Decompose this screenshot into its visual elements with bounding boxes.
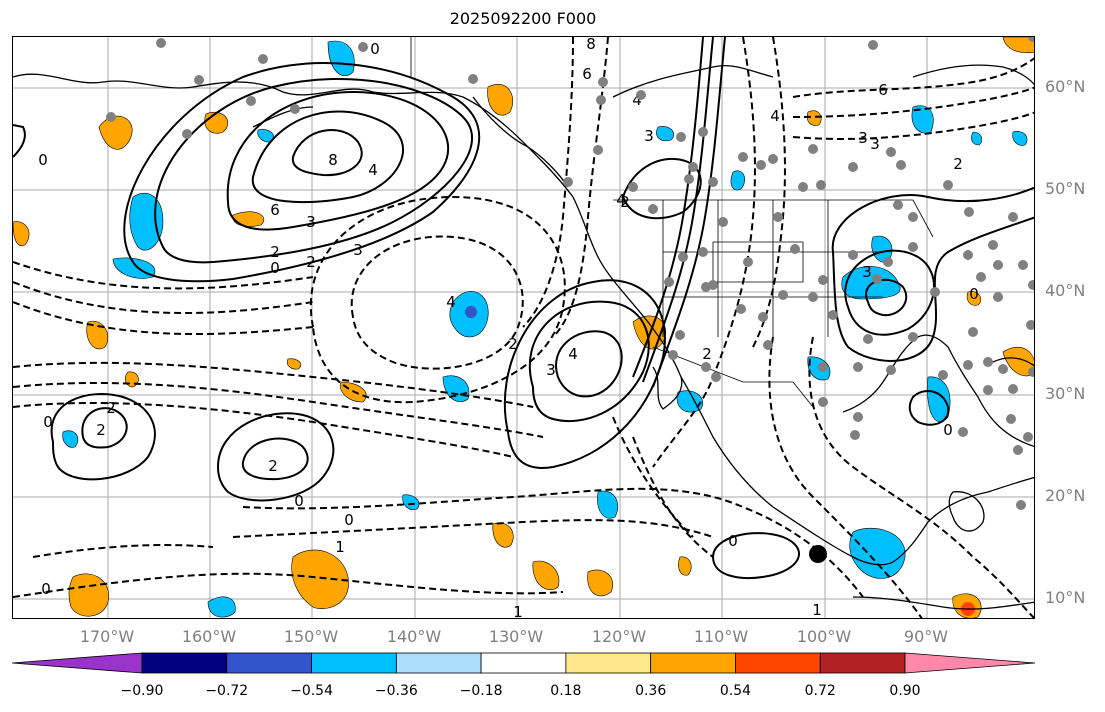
colorbar-tick-label: −0.54	[290, 683, 333, 699]
contour-label: 0	[294, 492, 304, 510]
colorbar-segment	[226, 652, 312, 674]
lon-label: 140°W	[386, 627, 442, 646]
station-dots	[106, 37, 1034, 510]
colorbar-segment	[735, 652, 821, 674]
contour-label: 3	[644, 127, 654, 145]
contour-label: 0	[38, 151, 48, 169]
colorbar	[12, 652, 1036, 674]
dashed-contours	[13, 37, 1034, 618]
contour-label: 2	[702, 345, 712, 363]
contour-label: 0	[43, 413, 53, 431]
contour-label: 6	[582, 65, 592, 83]
positive-anomaly-patches	[13, 37, 1034, 618]
political-borders	[410, 37, 934, 408]
contour-label: 0	[728, 532, 738, 550]
contour-label: 2	[270, 243, 280, 261]
contour-label: 6	[270, 201, 280, 219]
contour-label: 4	[568, 345, 578, 363]
contour-label: 0	[370, 40, 380, 58]
negative-anomaly-patches	[62, 40, 1028, 618]
contour-label: 2	[268, 457, 278, 475]
lon-label: 130°W	[488, 627, 544, 646]
contour-label: 1	[812, 601, 822, 619]
contour-label: 2	[306, 253, 316, 271]
coastlines	[13, 64, 1034, 610]
colorbar-tick-label: 0.90	[889, 683, 921, 699]
colorbar-segment	[311, 652, 397, 674]
lat-label: 50°N	[1045, 179, 1086, 198]
colorbar-tick-label: 0.54	[719, 683, 752, 699]
contour-labels: 0 8 6 4 3 2 4 3 8 6 4 3 2 0 2 3 4 2 3 4 …	[38, 37, 979, 619]
contour-label: 3	[870, 135, 880, 153]
contour-label: 1	[335, 538, 345, 556]
contour-label: 3	[862, 263, 872, 281]
contour-label: 3	[353, 241, 363, 259]
contour-label: 0	[41, 580, 51, 598]
lon-label: 170°W	[79, 627, 135, 646]
contour-label: 6	[878, 81, 888, 99]
colorbar-segment	[395, 652, 482, 674]
lon-label: 150°W	[283, 627, 339, 646]
contour-label: 4	[368, 161, 378, 179]
contour-label: 4	[616, 191, 626, 209]
colorbar-tick-label: 0.72	[804, 683, 836, 699]
lon-label: 100°W	[796, 627, 852, 646]
lat-label: 20°N	[1045, 486, 1086, 505]
contour-label: 3	[546, 361, 556, 379]
map-title: 2025092200 F000	[449, 9, 597, 28]
contour-label: 0	[270, 259, 280, 277]
colorbar-tick-label: 0.36	[635, 683, 667, 699]
colorbar-segment	[141, 652, 228, 674]
lon-label: 160°W	[181, 627, 237, 646]
colorbar-extend-high	[904, 652, 1036, 674]
colorbar-tick-label: −0.72	[205, 683, 249, 699]
colorbar-tick-label: −0.36	[374, 683, 418, 699]
contour-label: 2	[953, 155, 963, 173]
contour-label: 1	[513, 603, 523, 619]
contour-label: 0	[943, 421, 953, 439]
contour-label: 4	[632, 91, 642, 109]
contour-label: 8	[328, 151, 338, 169]
lat-label: 10°N	[1045, 588, 1086, 607]
lat-label: 30°N	[1045, 384, 1086, 403]
contour-label: 8	[586, 37, 596, 53]
lon-label: 90°W	[903, 627, 949, 646]
contour-label: 3	[306, 213, 316, 231]
colorbar-segment	[480, 652, 567, 674]
contour-label: 0	[344, 511, 354, 529]
marker-point	[809, 545, 827, 563]
map-canvas: 0 8 6 4 3 2 4 3 8 6 4 3 2 0 2 3 4 2 3 4 …	[13, 37, 1034, 619]
colorbar-tick-label: 0.18	[550, 683, 582, 699]
contour-label: 4	[446, 293, 456, 311]
contour-label: 2	[106, 399, 116, 417]
colorbar-segment	[650, 652, 736, 674]
colorbar-segment	[819, 652, 906, 674]
colorbar-tick-label: −0.18	[459, 683, 503, 699]
colorbar-extend-low	[12, 652, 143, 674]
lat-label: 60°N	[1045, 77, 1086, 96]
contour-label: 0	[969, 285, 979, 303]
contour-label: 2	[508, 335, 518, 353]
contour-label: 2	[96, 421, 106, 439]
lat-label: 40°N	[1045, 281, 1086, 300]
map-panel[interactable]: 0 8 6 4 3 2 4 3 8 6 4 3 2 0 2 3 4 2 3 4 …	[12, 36, 1035, 619]
contour-label: 2	[620, 193, 630, 211]
lon-label: 110°W	[693, 627, 749, 646]
colorbar-tick-label: −0.90	[120, 683, 164, 699]
lon-label: 120°W	[591, 627, 647, 646]
solid-contours	[13, 37, 1034, 579]
colorbar-segment	[565, 652, 652, 674]
contour-label: 4	[770, 107, 780, 125]
contour-label: 3	[858, 129, 868, 147]
